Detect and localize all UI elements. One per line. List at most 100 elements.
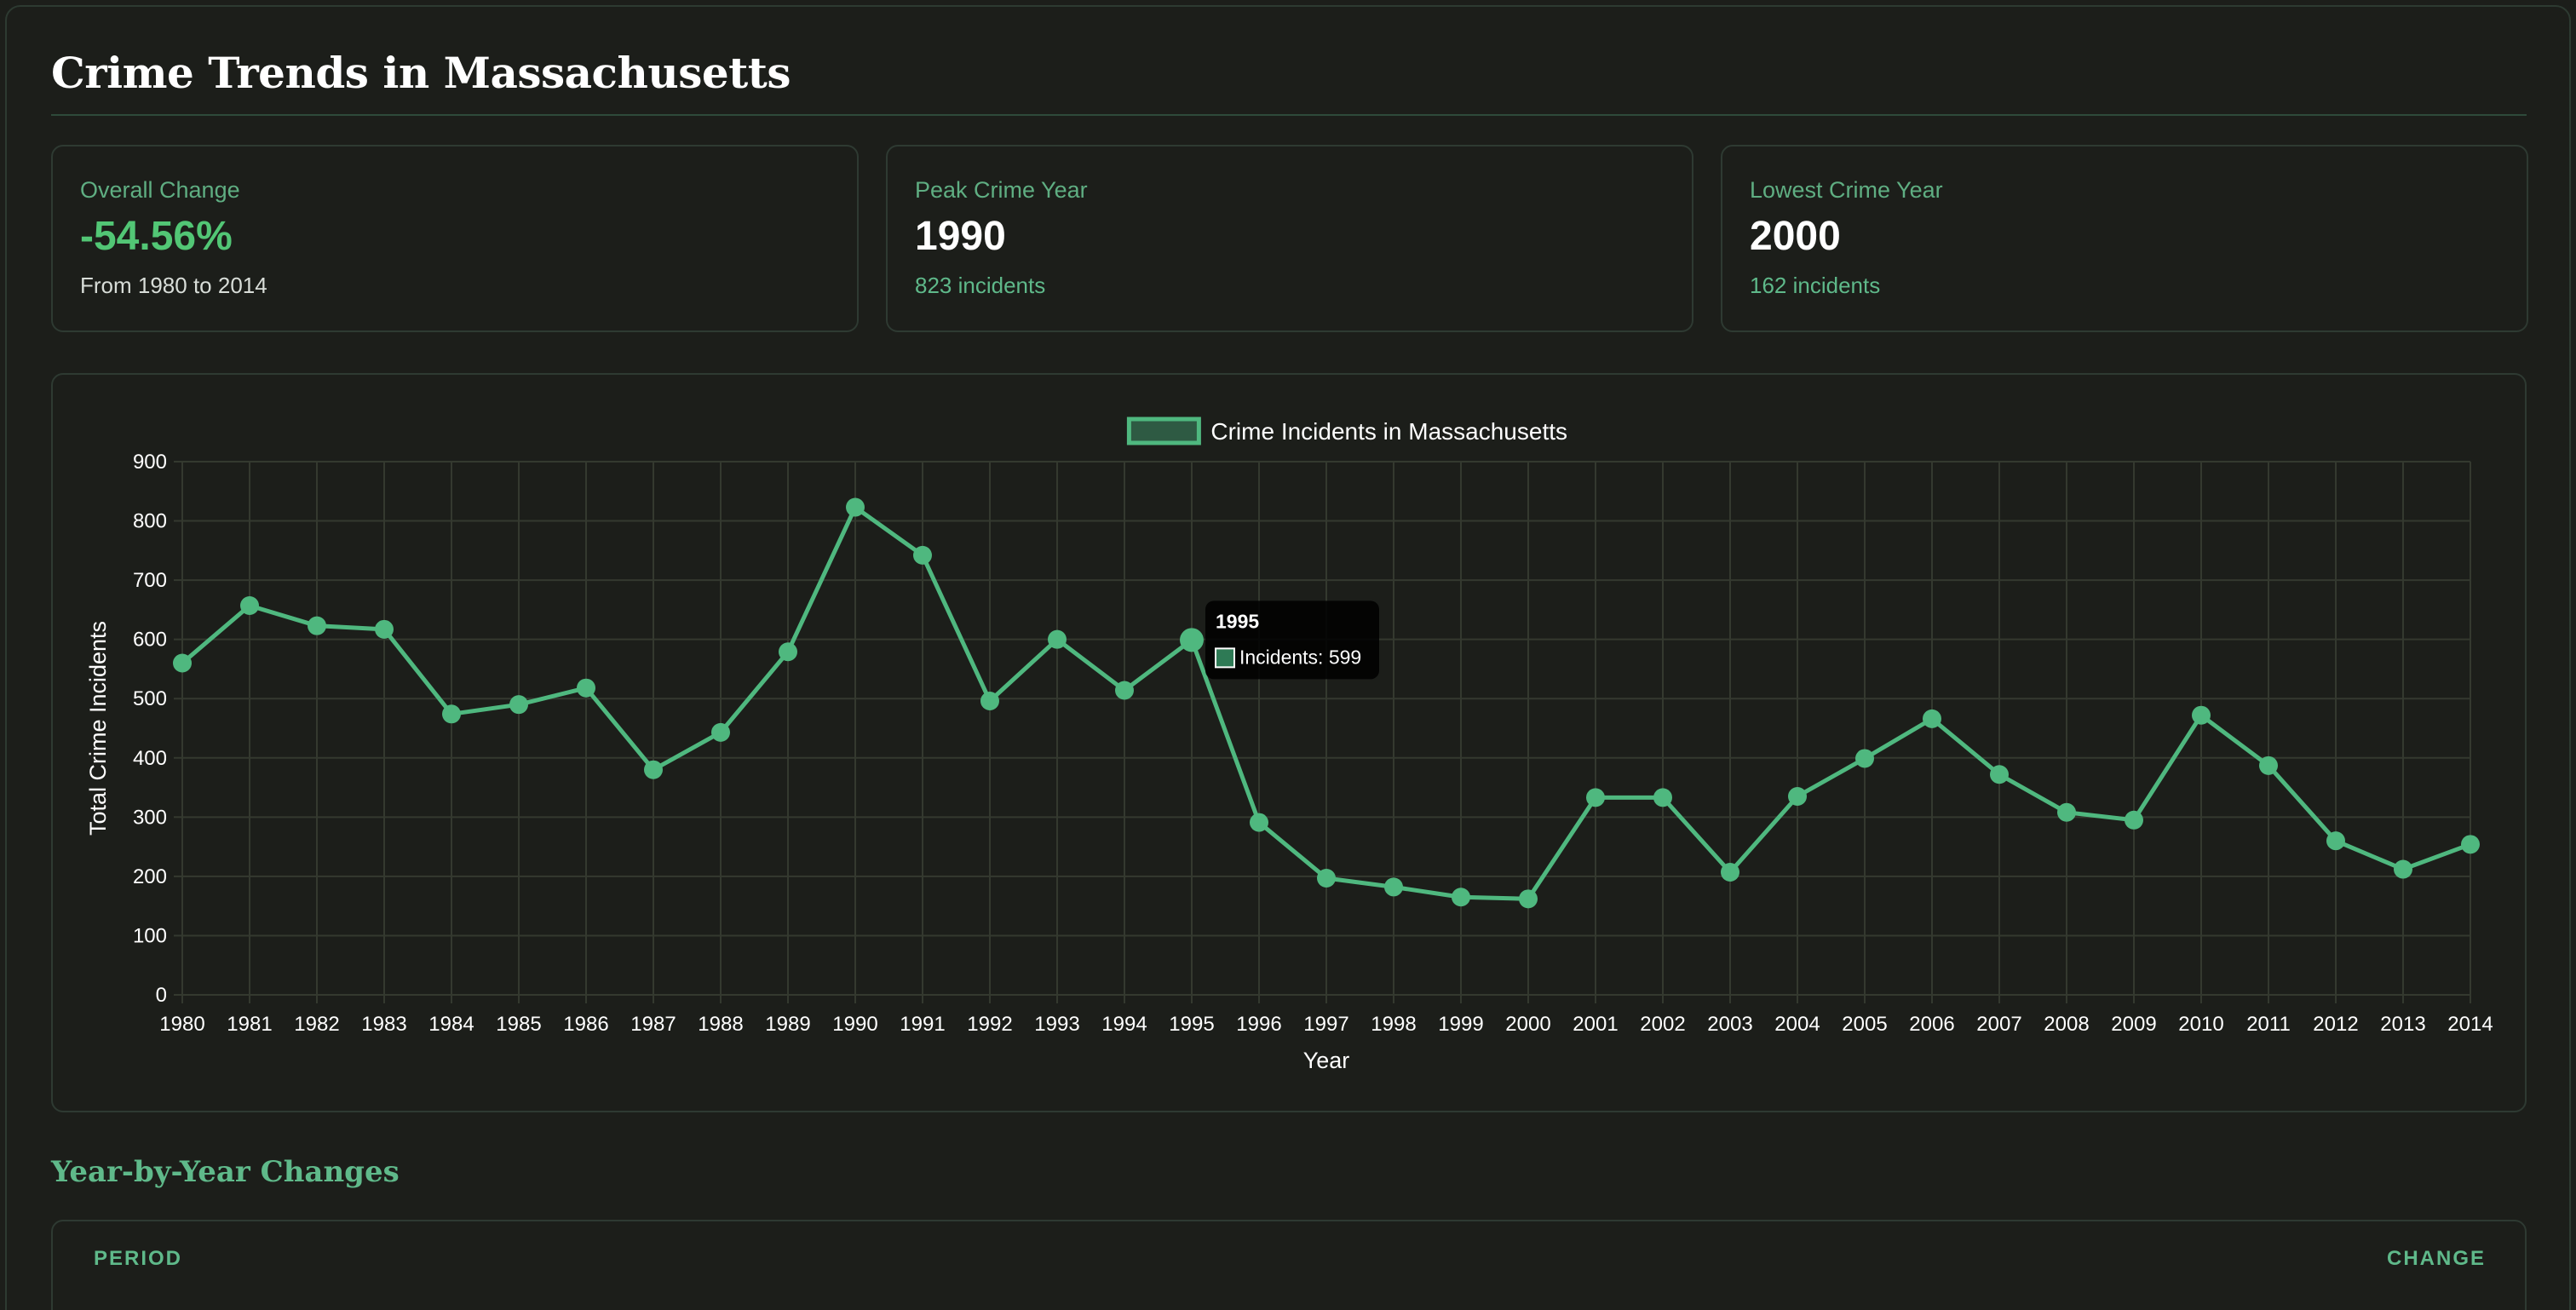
x-tick-label: 1994 [1101, 1013, 1147, 1036]
data-point[interactable] [240, 596, 259, 616]
lowest-year-card: Lowest Crime Year 2000 162 incidents [1721, 145, 2528, 332]
x-tick-label: 2013 [2380, 1013, 2425, 1036]
data-point[interactable] [1586, 788, 1605, 807]
section-title: Year-by-Year Changes [51, 1155, 400, 1189]
x-tick-label: 2014 [2447, 1013, 2493, 1036]
x-tick-label: 1998 [1371, 1013, 1416, 1036]
data-point[interactable] [1452, 888, 1470, 907]
data-point[interactable] [2125, 810, 2143, 830]
data-point[interactable] [2394, 859, 2412, 879]
data-point[interactable] [779, 642, 797, 662]
period-column-header[interactable]: PERIOD [94, 1247, 183, 1270]
overall-change-label: Overall Change [80, 177, 240, 203]
lowest-year-sub: 162 incidents [1750, 273, 1881, 298]
x-tick-label: 1991 [900, 1013, 945, 1036]
data-point[interactable] [509, 695, 528, 715]
x-tick-label: 2007 [1976, 1013, 2021, 1036]
y-tick-label: 300 [133, 806, 167, 829]
lowest-year-label: Lowest Crime Year [1750, 177, 1943, 203]
data-point[interactable] [1923, 709, 1941, 728]
x-tick-label: 1989 [765, 1013, 810, 1036]
x-tick-label: 1980 [159, 1013, 204, 1036]
data-point[interactable] [1317, 868, 1336, 888]
x-tick-label: 1990 [832, 1013, 877, 1036]
peak-year-sub: 823 incidents [915, 273, 1046, 298]
x-tick-label: 1999 [1438, 1013, 1483, 1036]
tooltip-swatch [1215, 647, 1235, 669]
x-tick-label: 2003 [1707, 1013, 1752, 1036]
data-point[interactable] [1653, 788, 1672, 807]
x-tick-label: 1987 [630, 1013, 676, 1036]
tooltip-title: 1995 [1216, 610, 1259, 632]
data-point[interactable] [1180, 628, 1204, 652]
x-tick-label: 2004 [1774, 1013, 1820, 1036]
data-point[interactable] [644, 760, 663, 779]
y-tick-label: 0 [156, 984, 167, 1007]
data-point[interactable] [1048, 629, 1067, 649]
data-point[interactable] [1721, 863, 1739, 882]
data-point[interactable] [980, 692, 999, 711]
y-tick-label: 800 [133, 510, 167, 533]
peak-year-label: Peak Crime Year [915, 177, 1088, 203]
y-tick-label: 600 [133, 629, 167, 652]
x-tick-label: 2000 [1505, 1013, 1550, 1036]
legend-swatch [1126, 417, 1201, 445]
data-point[interactable] [2259, 756, 2278, 775]
x-axis-title: Year [1303, 1048, 1350, 1073]
page-title: Crime Trends in Massachusetts [51, 48, 791, 98]
tooltip-box [1205, 600, 1379, 680]
data-point[interactable] [1384, 877, 1403, 897]
x-tick-label: 1981 [227, 1013, 272, 1036]
x-tick-label: 2006 [1909, 1013, 1954, 1036]
x-tick-label: 1986 [563, 1013, 608, 1036]
data-point[interactable] [1855, 749, 1874, 768]
data-point[interactable] [1250, 813, 1268, 832]
data-point[interactable] [2326, 831, 2345, 851]
data-point[interactable] [2057, 802, 2076, 822]
y-tick-label: 700 [133, 569, 167, 592]
data-point[interactable] [1115, 681, 1134, 700]
x-tick-label: 2002 [1640, 1013, 1685, 1036]
legend-label: Crime Incidents in Massachusetts [1210, 418, 1567, 445]
data-point[interactable] [308, 616, 326, 635]
y-axis-title: Total Crime Incidents [85, 621, 111, 836]
y-tick-label: 400 [133, 747, 167, 770]
data-point[interactable] [1788, 786, 1807, 806]
change-column-header[interactable]: CHANGE [2386, 1247, 2486, 1270]
data-point[interactable] [846, 497, 865, 517]
data-point[interactable] [577, 678, 595, 698]
lowest-year-value: 2000 [1750, 214, 1841, 259]
data-point[interactable] [1519, 889, 1538, 909]
changes-table: PERIOD CHANGE [51, 1220, 2527, 1310]
x-tick-label: 1988 [698, 1013, 743, 1036]
x-tick-label: 2011 [2246, 1013, 2291, 1036]
peak-year-value: 1990 [915, 214, 1006, 259]
x-tick-label: 1983 [361, 1013, 406, 1036]
x-tick-label: 1995 [1169, 1013, 1214, 1036]
data-point[interactable] [1990, 765, 2009, 784]
x-tick-label: 2008 [2044, 1013, 2089, 1036]
data-point[interactable] [913, 545, 932, 565]
peak-year-card: Peak Crime Year 1990 823 incidents [886, 145, 1693, 332]
x-tick-label: 1982 [294, 1013, 339, 1036]
x-tick-label: 2009 [2111, 1013, 2156, 1036]
x-tick-label: 2012 [2313, 1013, 2358, 1036]
line-chart[interactable]: 0 100 200 300 400 500 600 700 800 900 1980 1981 1982… [53, 375, 2528, 1114]
y-tick-label: 900 [133, 451, 167, 474]
data-point[interactable] [375, 619, 394, 639]
x-tick-label: 1984 [428, 1013, 474, 1036]
data-point[interactable] [442, 704, 461, 724]
overall-change-value: -54.56% [80, 214, 233, 259]
x-tick-label: 1997 [1303, 1013, 1348, 1036]
x-tick-label: 1993 [1034, 1013, 1079, 1036]
data-point[interactable] [711, 722, 730, 742]
y-tick-label: 100 [133, 924, 167, 947]
data-point[interactable] [2192, 705, 2211, 725]
y-tick-label: 200 [133, 865, 167, 888]
data-point[interactable] [173, 653, 192, 673]
x-tick-label: 1985 [496, 1013, 541, 1036]
chart-card: 0 100 200 300 400 500 600 700 800 900 1980 1981 1982… [51, 373, 2527, 1112]
y-tick-label: 500 [133, 687, 167, 710]
x-tick-label: 1996 [1236, 1013, 1281, 1036]
data-point[interactable] [2461, 835, 2480, 854]
